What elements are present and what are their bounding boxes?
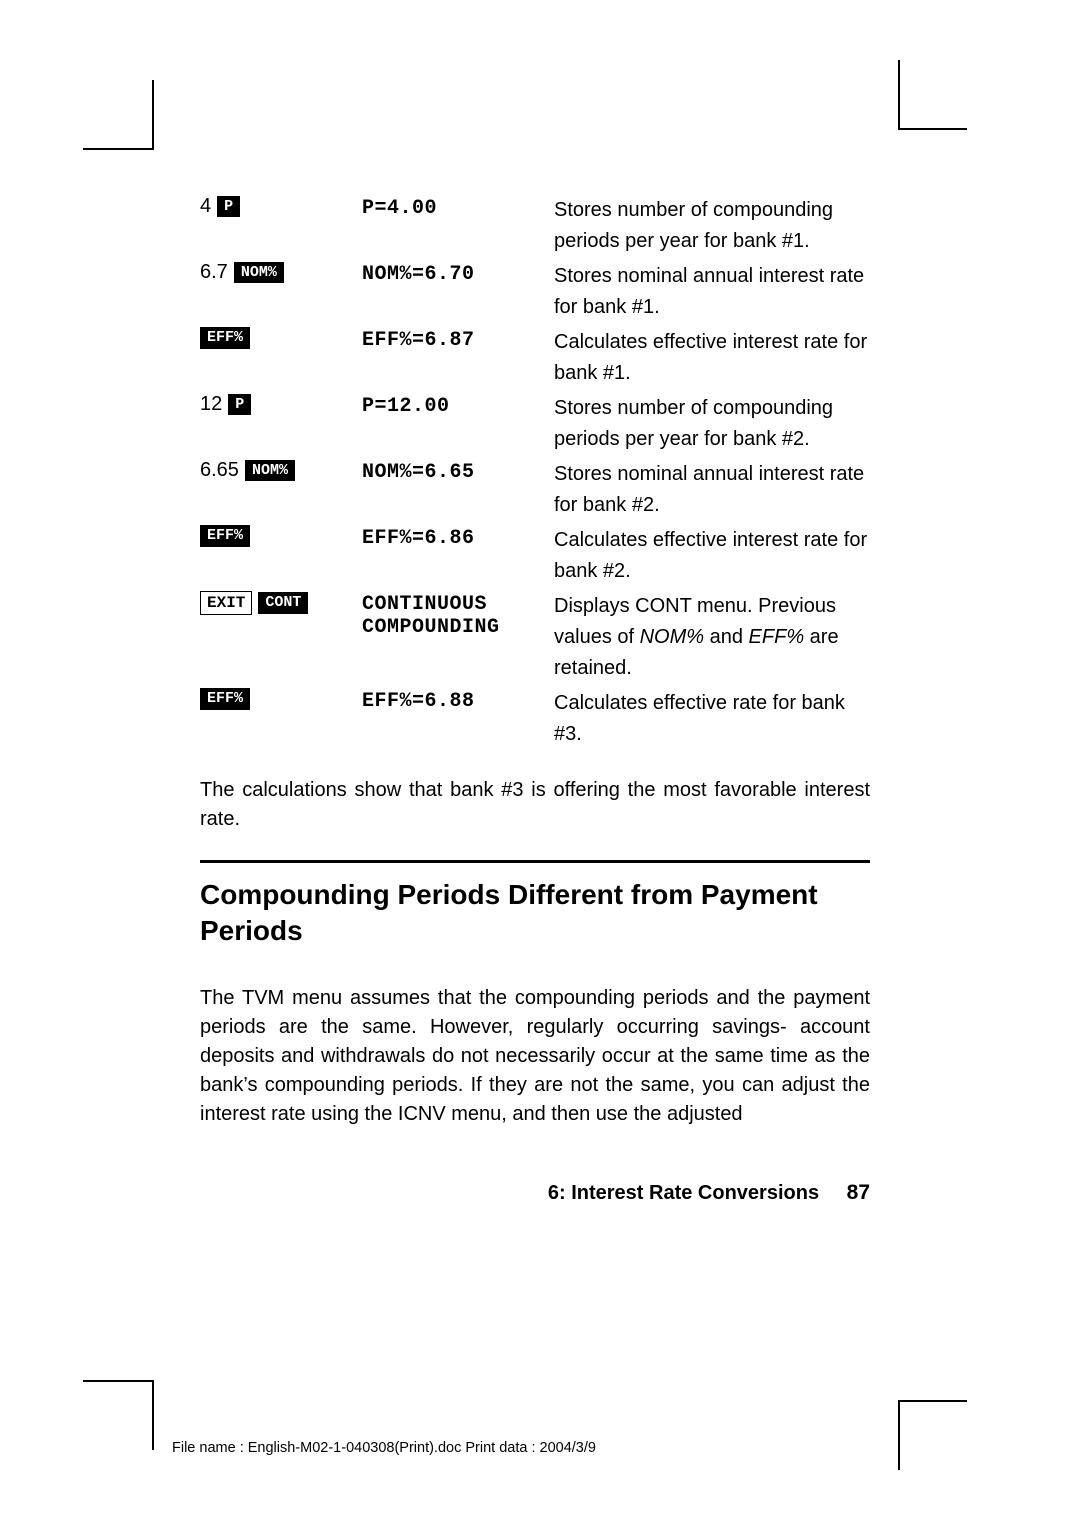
crop-mark (898, 1400, 900, 1470)
crop-mark (152, 1380, 154, 1450)
table-row: 6.7 NOM% NOM%=6.70Stores nominal annual in… (200, 261, 870, 323)
keys-cell: 6.7 NOM% (200, 261, 362, 284)
description-cell: Stores number of compounding periods per… (554, 393, 870, 455)
key-menu: EFF% (200, 327, 250, 349)
description-cell: Stores nominal annual interest rate for … (554, 459, 870, 521)
table-row: EFF% EFF%=6.87Calculates effective intere… (200, 327, 870, 389)
display-cell: EFF%=6.87 (362, 327, 554, 352)
description-cell: Calculates effective rate for bank #3. (554, 688, 870, 750)
key-menu: P (228, 394, 251, 416)
table-row: EFF% EFF%=6.86Calculates effective intere… (200, 525, 870, 587)
keys-cell: EXIT CONT (200, 591, 362, 615)
footer-page-number: 87 (847, 1181, 870, 1204)
summary-paragraph: The calculations show that bank #3 is of… (200, 776, 870, 834)
crop-mark (152, 80, 154, 150)
table-row: EFF% EFF%=6.88Calculates effective rate f… (200, 688, 870, 750)
keystroke-table: 4 P P=4.00Stores number of compounding p… (200, 195, 870, 750)
display-cell: NOM%=6.70 (362, 261, 554, 286)
description-cell: Displays CONT menu. Previous values of N… (554, 591, 870, 684)
key-menu: NOM% (245, 460, 295, 482)
keys-cell: EFF% (200, 525, 362, 547)
key-menu: P (217, 196, 240, 218)
keys-cell: 4 P (200, 195, 362, 218)
file-info: File name : English-M02-1-040308(Print).… (172, 1440, 596, 1456)
section-body: The TVM menu assumes that the compoundin… (200, 984, 870, 1129)
section-heading: Compounding Periods Different from Payme… (200, 877, 870, 950)
display-cell: EFF%=6.86 (362, 525, 554, 550)
table-row: EXIT CONT CONTINUOUSCOMPOUNDINGDisplays CO… (200, 591, 870, 684)
page-content: 4 P P=4.00Stores number of compounding p… (200, 195, 870, 1205)
key-menu: NOM% (234, 262, 284, 284)
crop-mark (900, 1400, 967, 1402)
keystroke-number: 6.65 (200, 459, 239, 482)
crop-mark (83, 1380, 153, 1382)
keystroke-number: 12 (200, 393, 222, 416)
footer-section-title: 6: Interest Rate Conversions (548, 1182, 819, 1204)
keystroke-number: 4 (200, 195, 211, 218)
keys-cell: 12 P (200, 393, 362, 416)
key-outline: EXIT (200, 591, 252, 615)
keys-cell: 6.65 NOM% (200, 459, 362, 482)
description-cell: Calculates effective interest rate for b… (554, 525, 870, 587)
description-cell: Stores number of compounding periods per… (554, 195, 870, 257)
display-cell: P=12.00 (362, 393, 554, 418)
section-rule (200, 860, 870, 863)
display-cell: EFF%=6.88 (362, 688, 554, 713)
crop-mark (898, 60, 900, 130)
key-menu: CONT (258, 592, 308, 614)
page-footer: 6: Interest Rate Conversions 87 (200, 1181, 870, 1205)
display-cell: P=4.00 (362, 195, 554, 220)
display-cell: CONTINUOUSCOMPOUNDING (362, 591, 554, 639)
table-row: 12 P P=12.00Stores number of compounding… (200, 393, 870, 455)
keys-cell: EFF% (200, 688, 362, 710)
table-row: 4 P P=4.00Stores number of compounding p… (200, 195, 870, 257)
keys-cell: EFF% (200, 327, 362, 349)
key-menu: EFF% (200, 688, 250, 710)
keystroke-number: 6.7 (200, 261, 228, 284)
display-cell: NOM%=6.65 (362, 459, 554, 484)
description-cell: Calculates effective interest rate for b… (554, 327, 870, 389)
key-menu: EFF% (200, 525, 250, 547)
description-cell: Stores nominal annual interest rate for … (554, 261, 870, 323)
crop-mark (83, 148, 153, 150)
crop-mark (900, 128, 967, 130)
table-row: 6.65 NOM% NOM%=6.65Stores nominal annual i… (200, 459, 870, 521)
